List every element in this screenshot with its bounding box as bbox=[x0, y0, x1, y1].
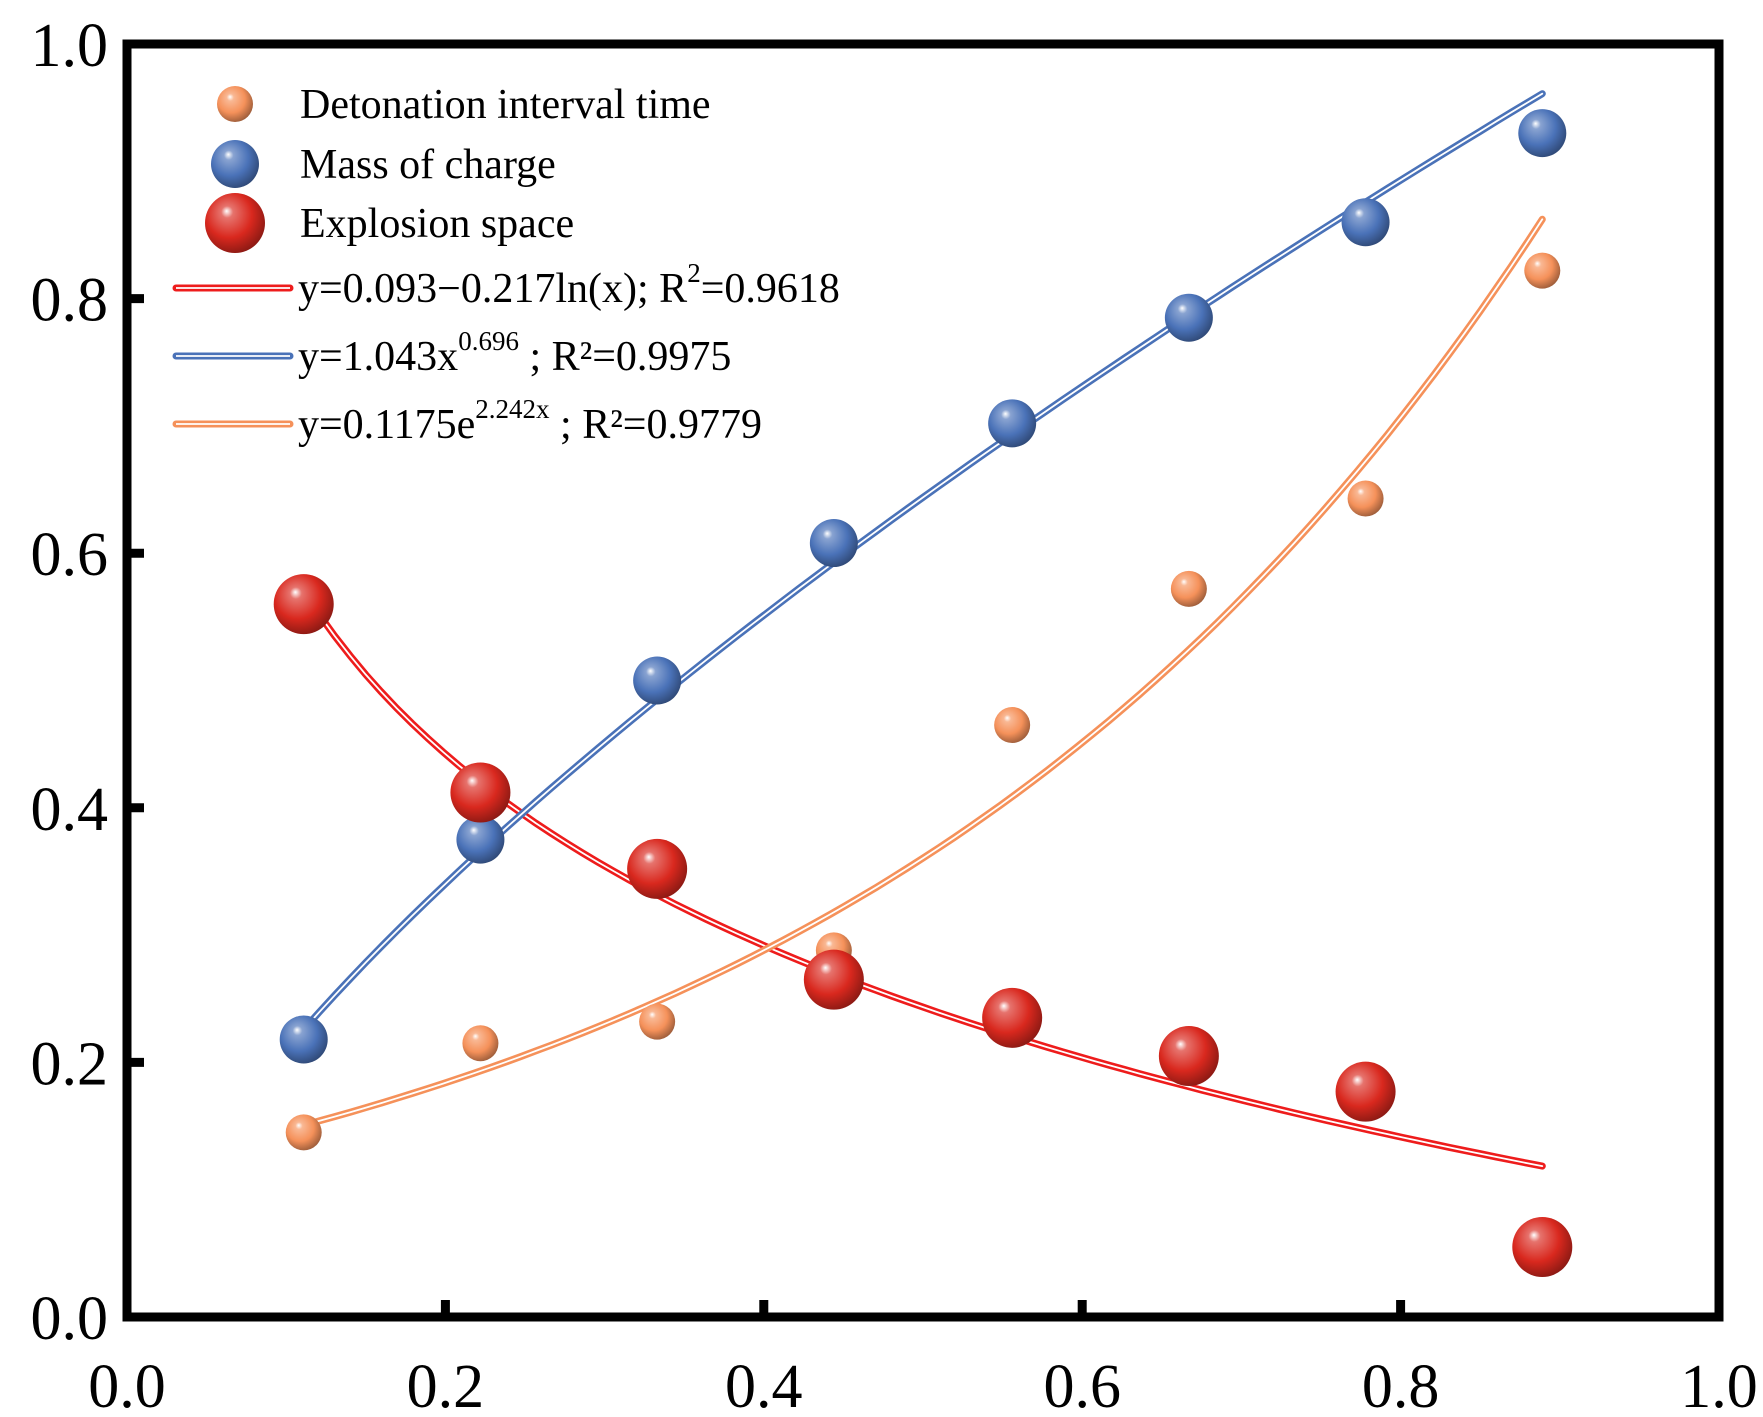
explosion-space-point bbox=[627, 838, 688, 899]
legend-label: Mass of charge bbox=[300, 142, 556, 188]
y-tick-label: 0.6 bbox=[31, 521, 109, 589]
x-tick-label: 0.8 bbox=[1362, 1353, 1440, 1417]
legend: Detonation interval time Mass of charge Ex… bbox=[172, 82, 840, 448]
y-tick-label: 0.4 bbox=[31, 776, 109, 844]
mass-of-charge-point bbox=[633, 656, 682, 705]
exp-fit-curve-highlight bbox=[302, 218, 1544, 1127]
legend-mass-of-charge: Mass of charge bbox=[211, 140, 556, 188]
legend-exp-fit: y=0.1175e2.242x ; R²=0.9779 bbox=[172, 394, 762, 448]
explosion-space-point bbox=[803, 949, 864, 1010]
explosion-space-point bbox=[273, 574, 334, 635]
legend-log-fit: y=0.093−0.217ln(x); R2=0.9618 bbox=[172, 258, 840, 312]
explosion-space-point bbox=[1512, 1216, 1573, 1277]
y-tick-label: 0.0 bbox=[31, 1285, 109, 1353]
detonation-interval-point bbox=[1347, 480, 1384, 517]
legend-detonation-interval-time: Detonation interval time bbox=[217, 82, 711, 128]
detonation-interval-point bbox=[462, 1025, 499, 1062]
detonation-interval-point bbox=[639, 1003, 676, 1040]
mass-of-charge-point bbox=[456, 815, 505, 864]
legend-power-fit: y=1.043x0.696 ; R²=0.9975 bbox=[172, 326, 731, 380]
mass-of-charge-point bbox=[809, 519, 858, 568]
legend-marker bbox=[217, 86, 253, 122]
legend-marker bbox=[211, 140, 259, 188]
mass-of-charge-point bbox=[1341, 198, 1390, 247]
y-tick-label: 0.8 bbox=[31, 267, 109, 335]
explosion-space-point bbox=[982, 987, 1043, 1048]
mass-of-charge-point bbox=[1164, 293, 1213, 342]
x-tick-label: 0.6 bbox=[1043, 1353, 1121, 1417]
mass-of-charge-point bbox=[279, 1015, 328, 1064]
legend-marker bbox=[205, 193, 265, 253]
legend-equation: y=1.043x0.696 ; R²=0.9975 bbox=[298, 326, 731, 380]
explosion-space-point bbox=[450, 762, 511, 823]
explosion-space-point bbox=[1335, 1061, 1396, 1122]
power-fit-curve-highlight bbox=[302, 92, 1544, 1031]
x-tick-label: 0.0 bbox=[88, 1353, 166, 1417]
fit-curves bbox=[300, 90, 1546, 1170]
detonation-interval-point bbox=[1524, 252, 1561, 289]
y-tick-label: 1.0 bbox=[31, 12, 109, 80]
x-tick-label: 0.2 bbox=[407, 1353, 485, 1417]
legend-equation: y=0.1175e2.242x ; R²=0.9779 bbox=[298, 394, 762, 448]
legend-explosion-space: Explosion space bbox=[205, 193, 574, 253]
plot-frame bbox=[122, 39, 1724, 1322]
y-tick-label: 0.2 bbox=[31, 1030, 109, 1098]
detonation-interval-point bbox=[994, 707, 1031, 744]
x-tick-label: 0.4 bbox=[725, 1353, 803, 1417]
detonation-interval-point bbox=[285, 1114, 322, 1151]
axis-ticks: 0.0 0.2 0.4 0.6 0.8 1.0 0.0 0.2 0.4 0.6 0.8 1.0 bbox=[31, 12, 1758, 1417]
detonation-interval-point bbox=[1170, 570, 1207, 607]
x-tick-label: 1.0 bbox=[1680, 1353, 1758, 1417]
legend-label: Detonation interval time bbox=[300, 82, 711, 128]
legend-equation: y=0.093−0.217ln(x); R2=0.9618 bbox=[298, 258, 840, 312]
mass-of-charge-point bbox=[1518, 109, 1567, 158]
explosion-space-point bbox=[1158, 1026, 1219, 1087]
mass-of-charge-point bbox=[988, 399, 1037, 448]
data-points bbox=[273, 109, 1573, 1277]
log-fit-curve-highlight bbox=[302, 590, 1544, 1167]
legend-label: Explosion space bbox=[300, 201, 574, 247]
